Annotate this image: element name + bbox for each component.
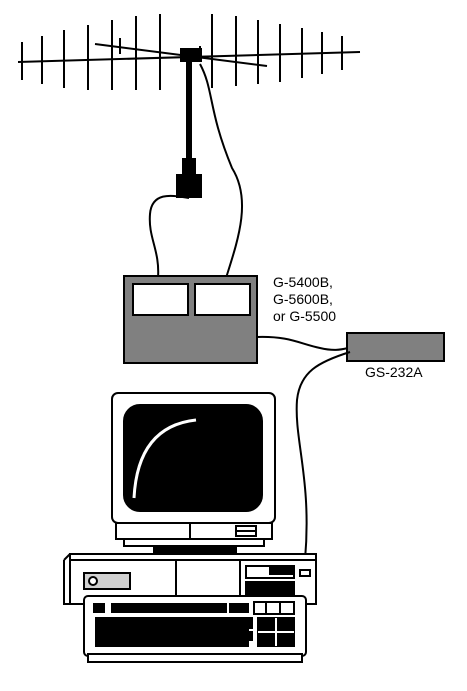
controller-model-line-2: G-5600B,: [273, 291, 333, 307]
controller-model-line-1: G-5400B,: [273, 274, 333, 290]
antenna-hub: [180, 48, 202, 62]
antenna-cables: [148, 63, 244, 279]
controller-model-label: G-5400B, G-5600B, or G-5500: [273, 274, 336, 325]
desktop-computer-icon: [63, 392, 317, 663]
yagi-antenna-icon: [17, 14, 361, 90]
azimuth-meter: [132, 283, 189, 316]
interface-computer-cable: [295, 351, 351, 561]
controller-interface-cable: [256, 335, 349, 351]
controller-model-line-3: or G-5500: [273, 308, 337, 324]
interface-model-label: GS-232A: [365, 364, 423, 380]
elevation-meter: [194, 283, 251, 316]
coax-connector-icon: [176, 158, 202, 198]
antenna-mast: [186, 62, 192, 158]
rotator-controller-box: [123, 275, 258, 364]
interface-box: [346, 332, 445, 362]
monitor: [111, 392, 276, 555]
keyboard: [83, 595, 307, 663]
